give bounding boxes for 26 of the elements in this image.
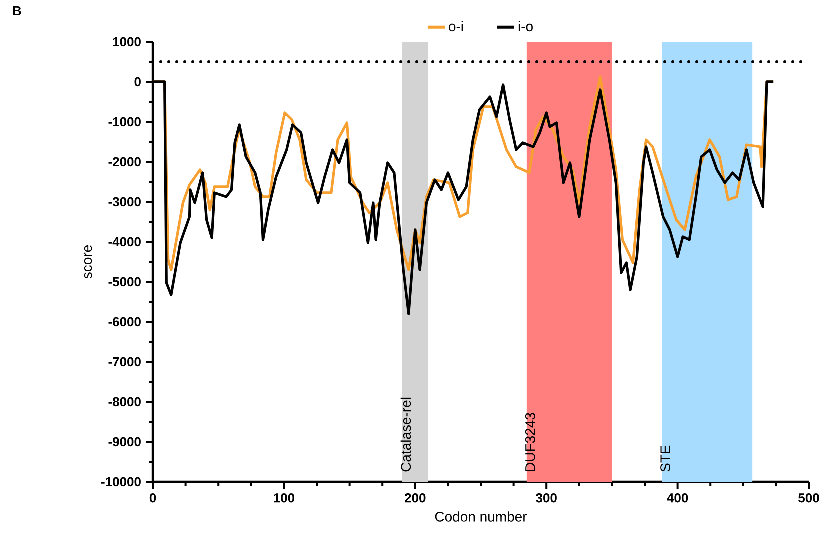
y-axis-title: score [84, 245, 92, 279]
legend-label: o-i [449, 21, 464, 32]
x-tick-label: 200 [405, 494, 426, 503]
x-tick-label: 500 [798, 494, 820, 503]
x-axis-title: Codon number [435, 512, 528, 522]
band-label: Catalase-rel [400, 398, 412, 472]
y-tick-label: -7000 [108, 357, 141, 367]
legend-label: i-o [518, 21, 533, 32]
x-tick-label: 100 [274, 494, 295, 503]
y-tick-label: -2000 [108, 157, 141, 167]
x-tick-label: 0 [150, 494, 156, 503]
band-label: STE [660, 446, 671, 472]
y-tick-label: -9000 [108, 437, 141, 447]
y-tick-label: -5000 [108, 277, 141, 287]
y-tick-label: -10000 [102, 477, 141, 487]
y-tick-label: -8000 [108, 397, 141, 407]
x-tick-label: 400 [667, 494, 688, 503]
y-tick-label: -4000 [108, 237, 141, 247]
y-tick-label: 0 [134, 77, 141, 87]
text: B [13, 6, 22, 16]
band-label: DUF3243 [525, 413, 536, 472]
y-tick-label: -6000 [108, 317, 141, 327]
x-tick-label: 300 [536, 494, 557, 503]
y-tick-label: -3000 [108, 197, 141, 207]
y-tick-label: -1000 [108, 117, 141, 127]
y-tick-label: 1000 [113, 37, 141, 47]
